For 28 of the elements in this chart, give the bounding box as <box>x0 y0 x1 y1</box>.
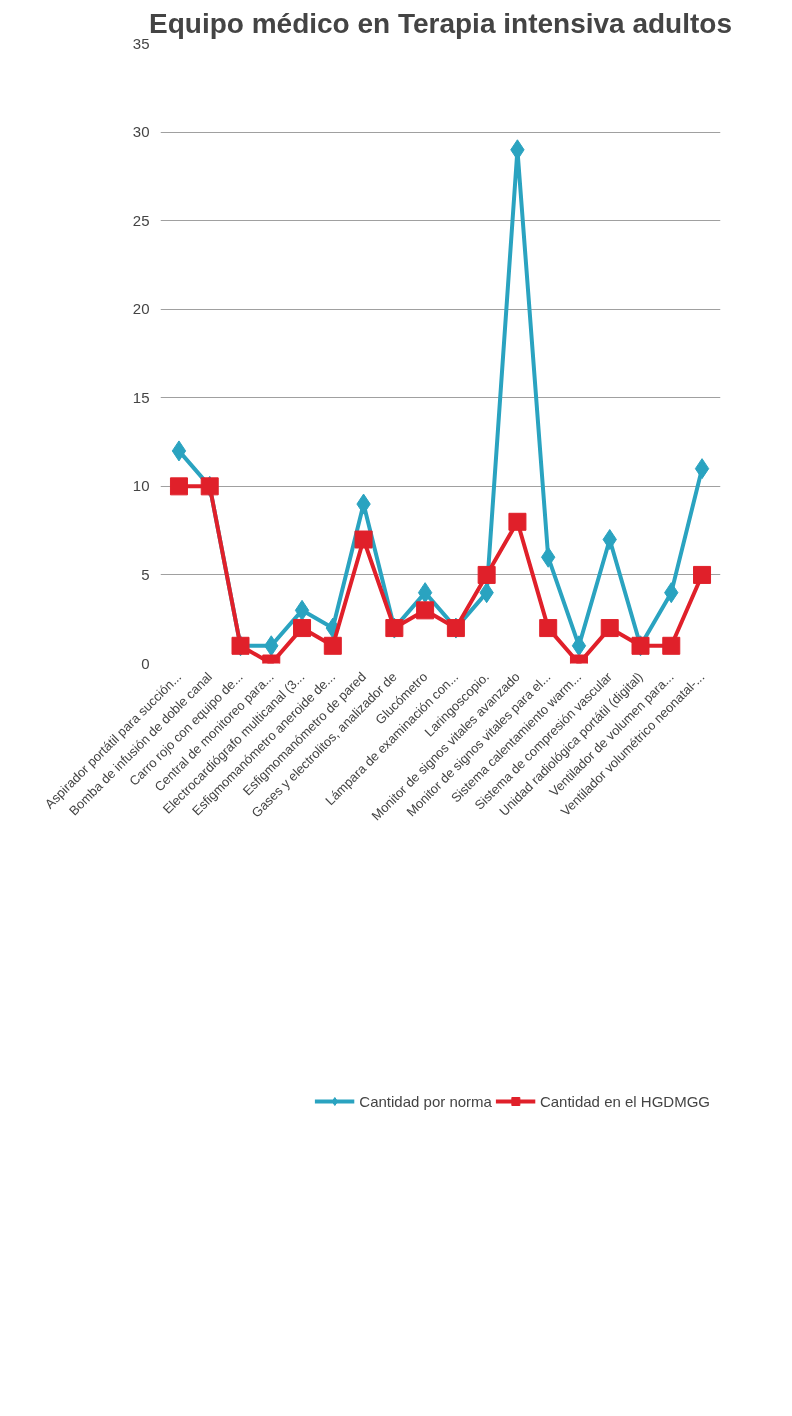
point <box>354 530 373 549</box>
y-tick-label: 15 <box>132 388 150 406</box>
chart-title: Equipo médico en Terapia intensiva adultos <box>149 7 732 39</box>
point <box>169 477 188 496</box>
y-tick-label: 35 <box>132 34 150 52</box>
y-tick-label: 0 <box>141 654 150 672</box>
point <box>600 619 619 638</box>
point <box>571 635 587 657</box>
y-tick-label: 20 <box>132 300 150 318</box>
legend-label: Cantidad por norma <box>359 1092 492 1110</box>
y-tick-label: 30 <box>132 123 150 141</box>
legend-label: Cantidad en el HGDMGG <box>539 1092 710 1110</box>
point <box>694 458 710 480</box>
point <box>602 529 617 550</box>
point <box>323 636 342 655</box>
y-tick-label: 10 <box>132 477 150 495</box>
point <box>417 582 433 604</box>
point <box>416 601 435 620</box>
y-tick-label: 25 <box>132 211 150 229</box>
y-tick-label: 5 <box>141 565 150 583</box>
point <box>293 619 312 638</box>
point <box>662 636 681 655</box>
point <box>508 512 527 531</box>
point <box>539 619 558 638</box>
point <box>171 440 187 462</box>
point <box>693 565 712 584</box>
point <box>294 599 310 621</box>
point <box>477 565 496 584</box>
